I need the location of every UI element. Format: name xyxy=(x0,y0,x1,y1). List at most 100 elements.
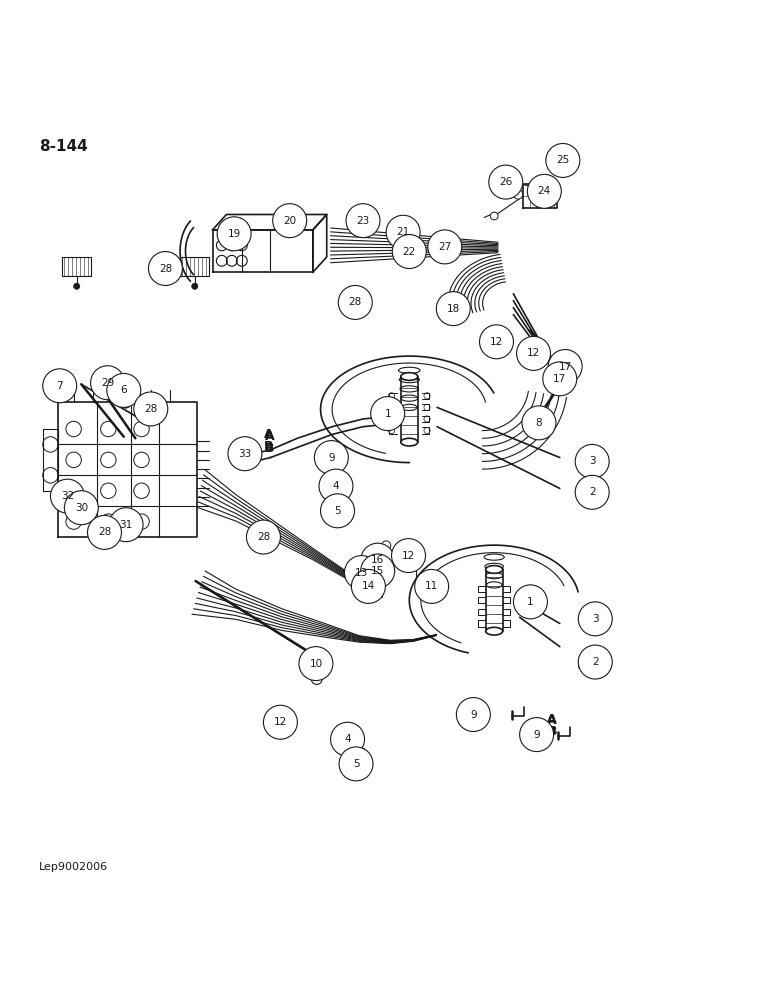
Circle shape xyxy=(73,283,80,289)
Circle shape xyxy=(578,645,612,679)
Circle shape xyxy=(513,190,523,199)
Ellipse shape xyxy=(486,627,502,635)
Text: 32: 32 xyxy=(61,491,74,501)
Text: 33: 33 xyxy=(239,449,252,459)
Text: 17: 17 xyxy=(558,362,572,372)
Circle shape xyxy=(90,366,125,400)
Text: B: B xyxy=(548,725,557,738)
Circle shape xyxy=(480,325,513,359)
Circle shape xyxy=(122,400,130,408)
Text: 14: 14 xyxy=(362,581,375,591)
Circle shape xyxy=(217,217,251,251)
Circle shape xyxy=(339,285,372,319)
Text: 2: 2 xyxy=(589,487,595,497)
Circle shape xyxy=(489,165,523,199)
Circle shape xyxy=(345,556,378,590)
Text: 12: 12 xyxy=(274,717,287,727)
Circle shape xyxy=(148,252,183,285)
Circle shape xyxy=(319,469,353,503)
Circle shape xyxy=(386,215,420,249)
Text: 12: 12 xyxy=(490,337,503,347)
Text: 2: 2 xyxy=(592,657,598,667)
Circle shape xyxy=(299,647,333,681)
Circle shape xyxy=(516,336,551,370)
Text: 26: 26 xyxy=(499,177,512,187)
Circle shape xyxy=(107,373,140,407)
Text: 8-144: 8-144 xyxy=(39,139,87,154)
Circle shape xyxy=(346,204,380,238)
Text: 9: 9 xyxy=(534,730,540,740)
Text: B: B xyxy=(265,442,275,455)
Circle shape xyxy=(427,230,462,264)
Polygon shape xyxy=(100,528,114,540)
Text: 1: 1 xyxy=(385,409,391,419)
Text: 19: 19 xyxy=(228,229,241,239)
Text: 13: 13 xyxy=(355,568,368,578)
Ellipse shape xyxy=(486,566,502,573)
Circle shape xyxy=(543,362,576,396)
Circle shape xyxy=(415,569,448,603)
Circle shape xyxy=(548,350,582,383)
Circle shape xyxy=(352,569,385,603)
Circle shape xyxy=(392,235,426,269)
Circle shape xyxy=(412,556,421,566)
Circle shape xyxy=(575,444,609,478)
Text: 24: 24 xyxy=(537,186,551,196)
Circle shape xyxy=(264,705,297,739)
Text: B: B xyxy=(547,725,556,738)
Circle shape xyxy=(546,143,580,177)
Circle shape xyxy=(513,585,548,619)
Text: 30: 30 xyxy=(75,503,88,513)
Circle shape xyxy=(363,565,373,574)
Text: 8: 8 xyxy=(536,418,542,428)
Text: A: A xyxy=(264,428,274,441)
Circle shape xyxy=(575,475,609,509)
Circle shape xyxy=(246,520,281,554)
Text: 9: 9 xyxy=(328,453,335,463)
Circle shape xyxy=(373,547,382,556)
Text: 7: 7 xyxy=(56,381,63,391)
Text: 11: 11 xyxy=(425,581,438,591)
Circle shape xyxy=(321,494,354,528)
Circle shape xyxy=(51,479,84,513)
Text: 31: 31 xyxy=(119,520,133,530)
Text: 12: 12 xyxy=(402,551,415,561)
Text: 16: 16 xyxy=(371,555,385,565)
Text: 27: 27 xyxy=(438,242,452,252)
Text: 28: 28 xyxy=(257,532,270,542)
Text: 28: 28 xyxy=(144,404,158,414)
Circle shape xyxy=(522,406,556,440)
Text: Lep9002006: Lep9002006 xyxy=(39,862,108,872)
Text: 1: 1 xyxy=(527,597,534,607)
Circle shape xyxy=(436,292,470,326)
Circle shape xyxy=(456,698,491,732)
Circle shape xyxy=(65,491,98,525)
Circle shape xyxy=(228,437,262,471)
Text: 15: 15 xyxy=(371,566,385,576)
Text: 29: 29 xyxy=(101,378,114,388)
Circle shape xyxy=(314,441,349,475)
Text: B: B xyxy=(264,440,274,453)
Circle shape xyxy=(87,515,122,549)
Ellipse shape xyxy=(401,373,418,380)
Text: 5: 5 xyxy=(334,506,341,516)
Circle shape xyxy=(491,212,498,220)
Circle shape xyxy=(381,541,391,550)
Text: 25: 25 xyxy=(556,155,569,165)
Text: 6: 6 xyxy=(120,385,127,395)
Polygon shape xyxy=(144,404,158,416)
Circle shape xyxy=(527,174,562,208)
Text: 20: 20 xyxy=(283,216,296,226)
Text: 21: 21 xyxy=(396,227,410,237)
Text: 12: 12 xyxy=(527,348,541,358)
Circle shape xyxy=(43,369,76,403)
Text: 22: 22 xyxy=(402,247,416,257)
Text: A: A xyxy=(265,430,275,443)
Circle shape xyxy=(109,508,143,542)
Circle shape xyxy=(578,602,612,636)
Polygon shape xyxy=(256,530,270,542)
Circle shape xyxy=(360,554,395,588)
Text: 3: 3 xyxy=(589,456,595,466)
Text: 28: 28 xyxy=(349,297,362,307)
Text: 9: 9 xyxy=(470,710,477,720)
